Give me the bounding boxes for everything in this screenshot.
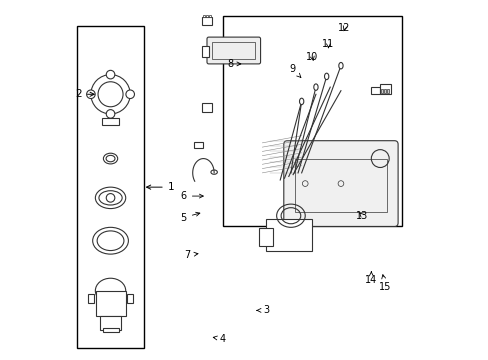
Bar bbox=[265, 219, 312, 251]
Text: 2: 2 bbox=[75, 89, 94, 99]
Text: 12: 12 bbox=[338, 23, 350, 33]
Text: 8: 8 bbox=[227, 59, 240, 69]
Circle shape bbox=[106, 110, 115, 118]
Bar bbox=[209, 15, 211, 18]
Circle shape bbox=[106, 70, 115, 79]
Ellipse shape bbox=[324, 73, 328, 80]
FancyBboxPatch shape bbox=[206, 37, 260, 64]
Bar bbox=[223, 16, 401, 226]
Text: 6: 6 bbox=[181, 191, 203, 201]
Bar bbox=[370, 87, 380, 94]
Text: 13: 13 bbox=[356, 211, 368, 221]
Ellipse shape bbox=[338, 63, 343, 69]
Bar bbox=[258, 228, 272, 246]
Circle shape bbox=[125, 90, 134, 99]
Text: 9: 9 bbox=[289, 64, 300, 77]
Text: 5: 5 bbox=[180, 212, 200, 222]
Bar bbox=[201, 46, 208, 57]
Bar bbox=[88, 294, 94, 303]
Bar bbox=[77, 26, 144, 348]
Bar bbox=[194, 143, 203, 148]
Text: 11: 11 bbox=[322, 39, 334, 49]
Bar bbox=[100, 316, 121, 330]
Bar bbox=[201, 18, 212, 24]
Text: 14: 14 bbox=[365, 272, 377, 285]
Bar bbox=[102, 118, 119, 125]
Bar bbox=[102, 328, 119, 332]
Text: 15: 15 bbox=[379, 275, 391, 292]
Bar bbox=[201, 103, 212, 112]
Bar bbox=[384, 89, 385, 93]
Bar bbox=[203, 15, 204, 18]
Text: 10: 10 bbox=[305, 52, 318, 62]
Bar bbox=[380, 84, 390, 94]
Bar bbox=[127, 294, 133, 303]
Bar bbox=[95, 291, 125, 316]
Ellipse shape bbox=[299, 98, 303, 105]
Ellipse shape bbox=[313, 84, 317, 90]
Bar bbox=[294, 158, 386, 212]
Text: 4: 4 bbox=[213, 334, 225, 344]
FancyBboxPatch shape bbox=[283, 141, 397, 226]
Text: 1: 1 bbox=[146, 182, 174, 192]
Bar bbox=[205, 15, 207, 18]
Bar bbox=[381, 89, 382, 93]
Text: 7: 7 bbox=[184, 250, 198, 260]
Bar bbox=[212, 42, 255, 59]
Circle shape bbox=[86, 90, 95, 99]
Text: 3: 3 bbox=[257, 305, 268, 315]
Bar bbox=[386, 89, 388, 93]
